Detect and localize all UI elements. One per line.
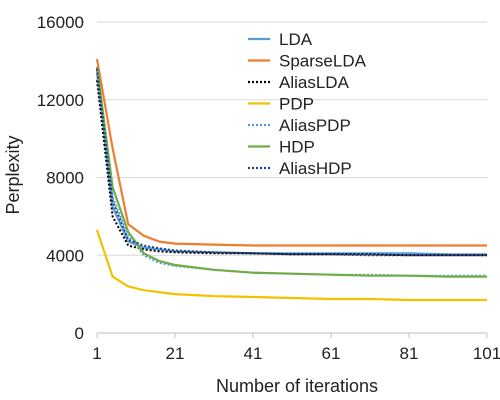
y-axis-label: Perplexity — [3, 135, 23, 214]
y-tick-labels: 0 4000 8000 12000 16000 — [37, 13, 84, 343]
series-line-pdp — [95, 229, 487, 302]
legend-label-aliaspdp: AliasPDP — [279, 116, 351, 135]
legend: LDA SparseLDA AliasLDA PDP AliasPDP HDP AliasH… — [248, 30, 367, 178]
series-line-hdp — [95, 66, 487, 278]
legend-label-pdp: PDP — [279, 95, 314, 114]
x-tick-labels: 1 21 41 61 81 101 — [92, 344, 500, 363]
x-tick-label: 61 — [322, 344, 341, 363]
x-axis-label: Number of iterations — [216, 376, 378, 396]
x-tick-label: 21 — [166, 344, 185, 363]
y-tick-label: 0 — [75, 324, 84, 343]
y-tick-label: 16000 — [37, 13, 84, 32]
legend-label-hdp: HDP — [279, 138, 315, 157]
legend-label-sparselda: SparseLDA — [279, 52, 367, 71]
series-line-sparselda — [95, 58, 487, 247]
legend-label-aliaslda: AliasLDA — [279, 73, 350, 92]
legend-label-aliashdp: AliasHDP — [279, 159, 352, 178]
y-tick-label: 8000 — [46, 169, 84, 188]
x-tick-label: 41 — [244, 344, 263, 363]
x-tick-label: 101 — [473, 344, 500, 363]
legend-label-lda: LDA — [279, 30, 313, 49]
series-lines — [95, 58, 487, 302]
series-line-aliaslda — [96, 80, 487, 257]
x-tick-label: 1 — [92, 344, 101, 363]
y-tick-label: 4000 — [46, 246, 84, 265]
x-axis — [96, 332, 488, 338]
series-line-aliashdp — [96, 68, 487, 257]
x-tick-label: 81 — [400, 344, 419, 363]
y-tick-label: 12000 — [37, 91, 84, 110]
series-line-aliaspdp — [96, 74, 487, 277]
